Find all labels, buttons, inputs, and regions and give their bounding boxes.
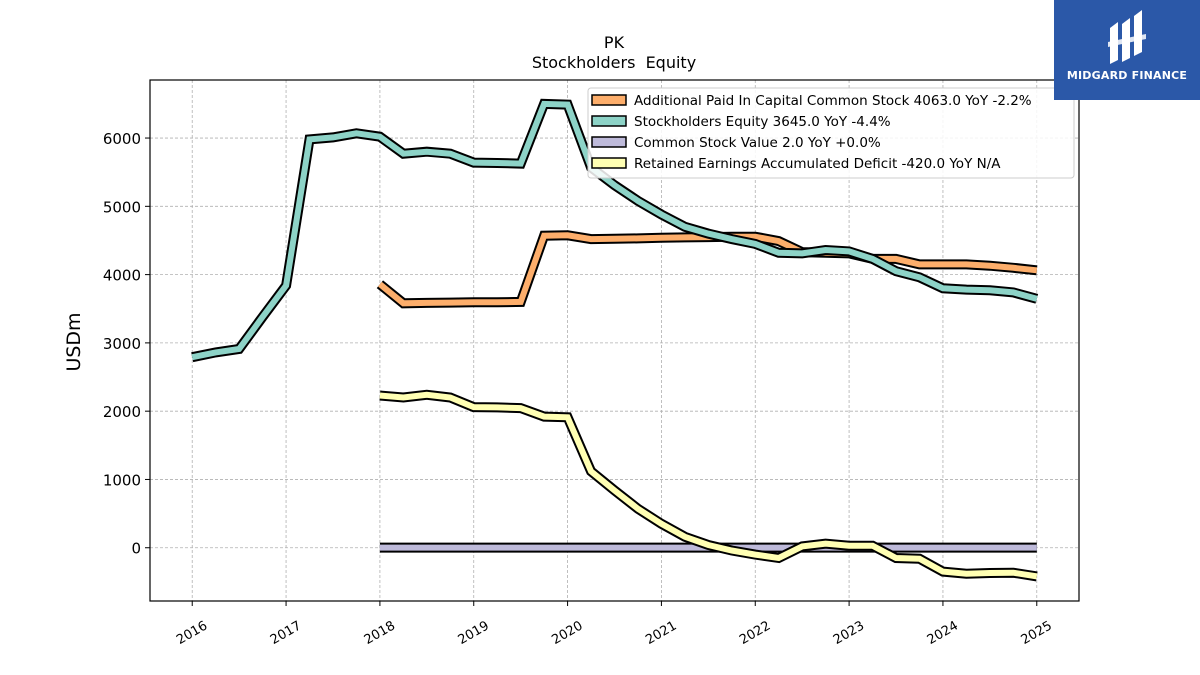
y-tick-label: 3000 <box>103 335 141 353</box>
series-outline <box>376 230 1038 309</box>
legend-swatch <box>591 115 627 127</box>
chart-subtitle: Stockholders Equity <box>532 53 696 72</box>
plot-frame <box>149 79 1080 602</box>
brand-name: MIDGARD FINANCE <box>1066 69 1188 82</box>
x-tick-label: 2019 <box>456 618 492 648</box>
y-tick-label: 2000 <box>103 403 141 421</box>
y-tick-label: 5000 <box>103 198 141 216</box>
legend-box <box>587 87 1075 179</box>
x-tick-label: 2022 <box>737 618 773 648</box>
legend-swatch <box>591 157 627 169</box>
legend: Additional Paid In Capital Common Stock … <box>587 87 1075 179</box>
x-tick-label: 2024 <box>925 618 961 648</box>
legend-swatch <box>591 136 627 148</box>
chart-title: PK <box>604 33 625 52</box>
x-tick-label: 2020 <box>549 618 585 648</box>
x-tick-label: 2023 <box>831 618 867 648</box>
series-line-1 <box>191 98 1039 363</box>
x-tick-label: 2016 <box>174 618 210 648</box>
legend-label: Common Stock Value 2.0 YoY +0.0% <box>634 135 881 151</box>
legend-label: Additional Paid In Capital Common Stock … <box>634 93 1032 109</box>
legend-label: Stockholders Equity 3645.0 YoY -4.4% <box>634 114 891 130</box>
series-layer <box>191 98 1039 582</box>
x-tick-label: 2025 <box>1019 618 1055 648</box>
y-tick-label: 1000 <box>103 471 141 489</box>
legend-label: Retained Earnings Accumulated Deficit -4… <box>634 156 1001 172</box>
legend-swatch <box>591 94 627 106</box>
series-line-3 <box>379 389 1038 582</box>
y-tick-label: 6000 <box>103 130 141 148</box>
series-stroke <box>191 100 1038 361</box>
x-tick-label: 2017 <box>268 618 304 648</box>
x-tick-label: 2021 <box>643 618 679 648</box>
y-axis-label: USDm <box>63 312 85 371</box>
midgard-logo-icon <box>1108 10 1146 64</box>
y-tick-label: 0 <box>131 540 141 558</box>
x-tick-label: 2018 <box>362 618 398 648</box>
brand-logo: MIDGARD FINANCE <box>1054 0 1200 100</box>
series-stroke <box>379 391 1038 580</box>
ticks: 0 1000 2000 3000 4000 5000 6000 2016 2017 2018 201… <box>103 130 1055 648</box>
y-tick-label: 4000 <box>103 267 141 285</box>
series-line-0 <box>376 230 1038 309</box>
